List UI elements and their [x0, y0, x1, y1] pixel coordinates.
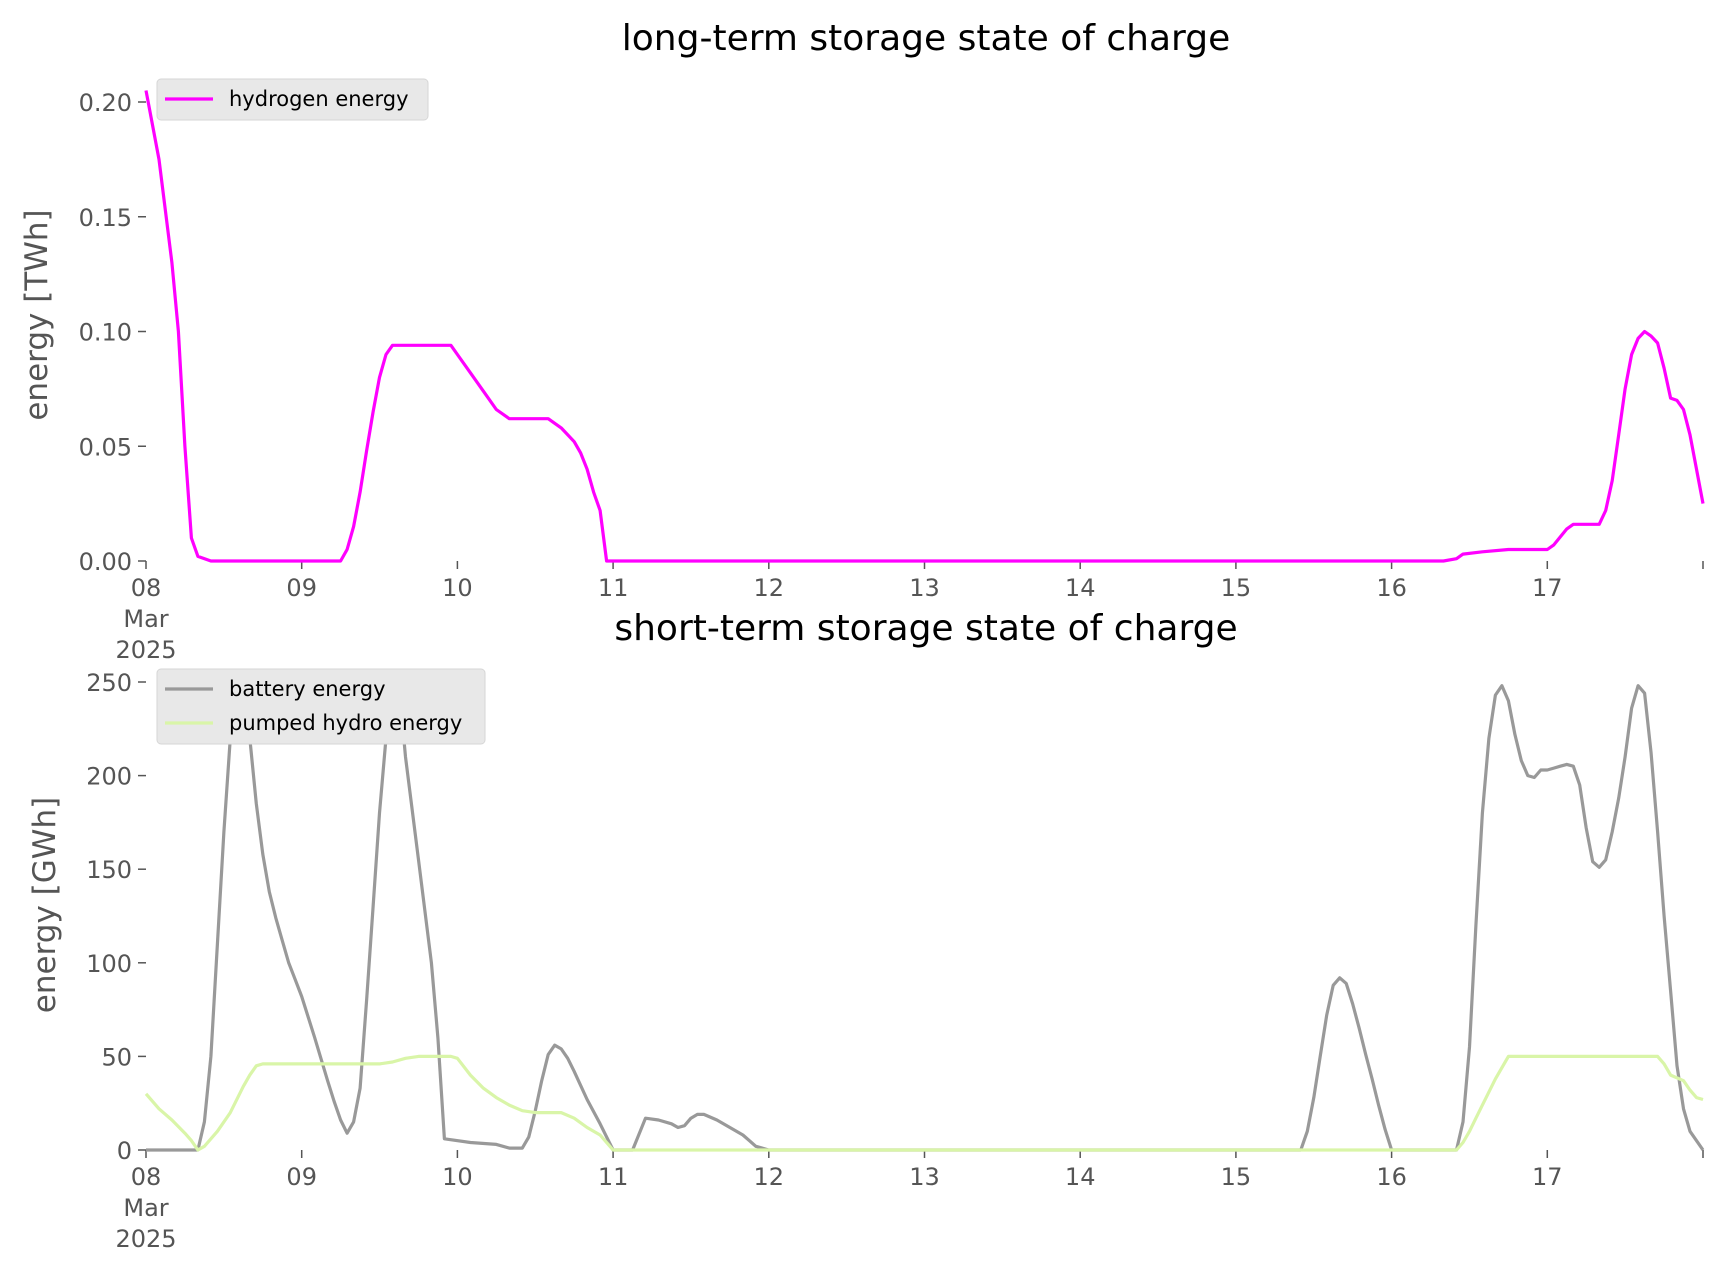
x-tick-label: 13 — [909, 574, 940, 602]
y-tick-label: 0.05 — [79, 433, 132, 461]
x-tick-label: 09 — [286, 1163, 317, 1191]
x-tick-label: 14 — [1065, 1163, 1096, 1191]
x-tick-label: 12 — [754, 574, 785, 602]
legend-box — [156, 78, 429, 121]
series-line-0 — [146, 684, 1705, 1152]
x-tick-label: 17 — [1532, 574, 1563, 602]
y-tick-label: 250 — [86, 669, 132, 697]
x-tick-label: 16 — [1376, 574, 1407, 602]
short-term-chart: short-term storage state of charge energ… — [27, 608, 1705, 1253]
y-tick-label: 0.00 — [79, 548, 132, 576]
legend-box — [156, 668, 486, 745]
x-tick-label: 08 Mar 2025 — [115, 574, 176, 664]
series-line-1 — [144, 1054, 1704, 1152]
legend-label: pumped hydro energy — [229, 711, 462, 735]
x-tick-label: 16 — [1376, 1163, 1407, 1191]
y-tick-label: 200 — [86, 763, 132, 791]
series-line-0 — [144, 90, 1705, 563]
x-tick-label: 12 — [754, 1163, 785, 1191]
y-tick-label: 0.20 — [79, 89, 132, 117]
legend-label: battery energy — [229, 677, 386, 701]
y-tick-label: 50 — [101, 1043, 132, 1071]
x-tick-label: 11 — [598, 574, 629, 602]
long-term-chart: long-term storage state of charge energy… — [19, 18, 1705, 664]
y-tick-label: 0 — [117, 1137, 132, 1165]
x-tick-label: 13 — [909, 1163, 940, 1191]
axis-ticks: 0.00 0.05 0.10 0.15 0.20 08 Mar 2025 09 10 11 12 13 1… — [79, 89, 1704, 664]
x-tick-label: 14 — [1065, 574, 1096, 602]
y-axis-label: energy [TWh] — [19, 209, 55, 420]
y-tick-label: 0.15 — [79, 204, 132, 232]
x-tick-label: 10 — [442, 574, 473, 602]
y-tick-label: 0.10 — [79, 319, 132, 347]
x-tick-label: 11 — [598, 1163, 629, 1191]
x-tick-label: 17 — [1532, 1163, 1563, 1191]
x-tick-label: 08 Mar 2025 — [115, 1163, 176, 1253]
x-tick-label: 10 — [442, 1163, 473, 1191]
axis-ticks: 0 50 100 150 200 250 08 Mar 2025 09 10 11 12 13 14 15 16… — [86, 669, 1704, 1253]
y-tick-label: 100 — [86, 950, 132, 978]
chart-title: short-term storage state of charge — [614, 608, 1237, 649]
x-tick-label: 15 — [1221, 1163, 1252, 1191]
chart-title: long-term storage state of charge — [622, 18, 1230, 59]
legend-label: hydrogen energy — [229, 87, 409, 111]
legend: hydrogen energy — [156, 78, 429, 121]
legend: battery energy pumped hydro energy — [156, 668, 486, 745]
x-tick-label: 15 — [1221, 574, 1252, 602]
series-lines — [144, 90, 1705, 563]
y-axis-label: energy [GWh] — [27, 797, 63, 1013]
y-tick-label: 150 — [86, 856, 132, 884]
x-tick-label: 09 — [286, 574, 317, 602]
series-lines — [144, 684, 1705, 1152]
